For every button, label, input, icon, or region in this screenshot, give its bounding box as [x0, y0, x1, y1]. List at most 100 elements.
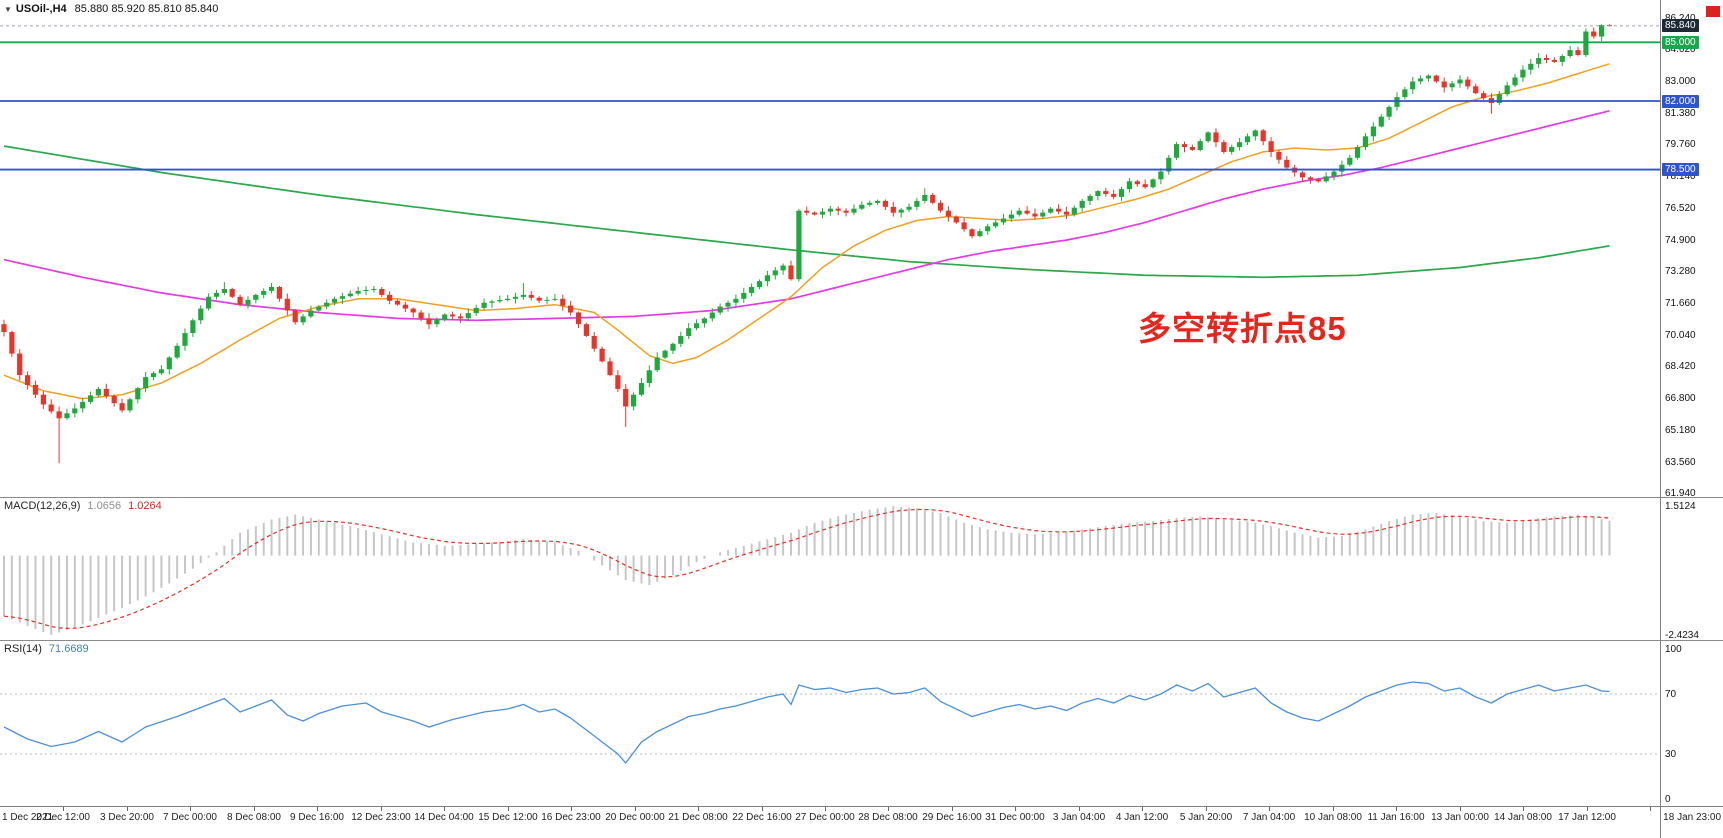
time-tick	[444, 807, 445, 811]
candle-body	[780, 265, 786, 271]
axis-label: -2.4234	[1665, 630, 1699, 641]
time-axis-label: 15 Dec 12:00	[478, 812, 538, 823]
candle-body	[1244, 136, 1251, 143]
candle-body	[1008, 214, 1014, 219]
candle-body	[1418, 78, 1424, 82]
candle-body	[1551, 59, 1557, 62]
candle-body	[1370, 126, 1376, 137]
macd-panel-splitter[interactable]	[0, 497, 1723, 498]
candle-body	[945, 210, 951, 217]
candle-body	[827, 208, 833, 212]
candle-body	[1276, 151, 1282, 160]
time-tick	[1650, 807, 1651, 811]
time-axis-label: 14 Jan 08:00	[1494, 812, 1552, 823]
time-tick	[254, 807, 255, 811]
candle-body	[284, 298, 290, 311]
candle-body	[434, 319, 440, 325]
time-axis-label: 12 Dec 23:00	[351, 812, 411, 823]
ma-slow-green-line	[3, 145, 1610, 279]
candle-body	[1260, 130, 1266, 142]
time-axis[interactable]: 1 Dec 2021 2 Dec 12:00 3 Dec 20:00 7 Dec 00…	[0, 806, 1723, 838]
candle-body	[1040, 212, 1046, 217]
macd-panel-canvas[interactable]	[0, 498, 1660, 640]
candle-body	[1189, 147, 1195, 150]
candle-body	[111, 396, 117, 404]
candle-body	[568, 305, 574, 313]
candle-body	[1339, 164, 1345, 172]
candle-body	[394, 300, 401, 305]
candle-body	[898, 209, 904, 213]
candle-body	[1111, 194, 1117, 197]
time-axis-label: 9 Dec 16:00	[290, 812, 344, 823]
candle-body	[1118, 189, 1125, 197]
axis-label: 1.5124	[1665, 501, 1696, 512]
time-tick	[508, 807, 509, 811]
candle-body	[355, 291, 361, 294]
candle-body	[324, 302, 330, 307]
candle-body	[379, 289, 385, 295]
candle-body	[638, 383, 645, 395]
candle-body	[1433, 75, 1439, 82]
candle-body	[25, 375, 31, 385]
macd-main-value: 1.0656	[87, 500, 122, 512]
candle-body	[150, 373, 157, 378]
candle-body	[1536, 58, 1542, 64]
candle-body	[331, 298, 338, 303]
rsi-panel-canvas[interactable]	[0, 641, 1660, 806]
candle-body	[473, 307, 479, 314]
chart-header: ▼ USOil-,H4 85.880 85.920 85.810 85.840	[4, 3, 218, 15]
candle-body	[1158, 171, 1164, 180]
time-axis-label: 31 Dec 00:00	[985, 812, 1045, 823]
time-axis-label: 27 Dec 00:00	[795, 812, 855, 823]
time-tick	[571, 807, 572, 811]
candle-body	[1268, 141, 1274, 152]
time-axis-label: 2 Dec 12:00	[36, 812, 90, 823]
candle-body	[512, 296, 519, 299]
candle-body	[1307, 177, 1313, 180]
candle-body	[1386, 106, 1392, 117]
time-axis-label: 18 Jan 23:00	[1663, 812, 1721, 823]
time-axis-label: 21 Dec 08:00	[668, 812, 728, 823]
candle-body	[1599, 25, 1605, 37]
ma-fast-orange-line	[3, 63, 1610, 400]
candle-body	[867, 202, 873, 205]
candle-body	[1575, 50, 1581, 55]
time-axis-label: 20 Dec 00:00	[605, 812, 665, 823]
candle-body	[253, 294, 259, 300]
candle-body	[80, 401, 86, 409]
axis-label: 65.180	[1665, 425, 1696, 436]
candle-body	[1071, 207, 1077, 215]
candle-body	[961, 222, 967, 230]
rsi-line	[3, 681, 1610, 765]
candle-body	[1520, 69, 1526, 78]
candle-body	[292, 310, 298, 323]
candle-body	[1166, 157, 1172, 172]
candle-body	[1496, 94, 1502, 103]
candles	[1, 24, 1613, 464]
time-tick	[698, 807, 699, 811]
time-axis-label: 3 Jan 04:00	[1052, 812, 1106, 823]
candle-body	[402, 304, 408, 309]
time-tick	[635, 807, 636, 811]
chart-annotation[interactable]: 多空转折点85	[1138, 310, 1347, 347]
candle-body	[749, 287, 755, 293]
time-tick	[1269, 807, 1270, 811]
price-axis[interactable]: 86.240 84.620 83.000 81.380 79.760 78.140 76.5…	[1660, 0, 1723, 838]
candle-body	[552, 298, 558, 300]
macd-signal-line	[3, 508, 1610, 630]
candle-body	[457, 316, 464, 319]
price-chart-canvas[interactable]	[0, 0, 1660, 497]
candle-body	[662, 350, 668, 358]
candle-body	[914, 200, 920, 207]
price-level-badge: 85.000	[1662, 36, 1699, 49]
candle-body	[64, 413, 70, 419]
candle-body	[772, 270, 778, 276]
candle-body	[788, 265, 794, 280]
rsi-panel-splitter[interactable]	[0, 640, 1723, 641]
candle-body	[1567, 50, 1573, 56]
candle-body	[922, 195, 928, 201]
time-tick	[1523, 807, 1524, 811]
candle-body	[1543, 58, 1550, 60]
axis-label: 83.000	[1665, 76, 1696, 87]
candle-body	[1032, 213, 1038, 217]
